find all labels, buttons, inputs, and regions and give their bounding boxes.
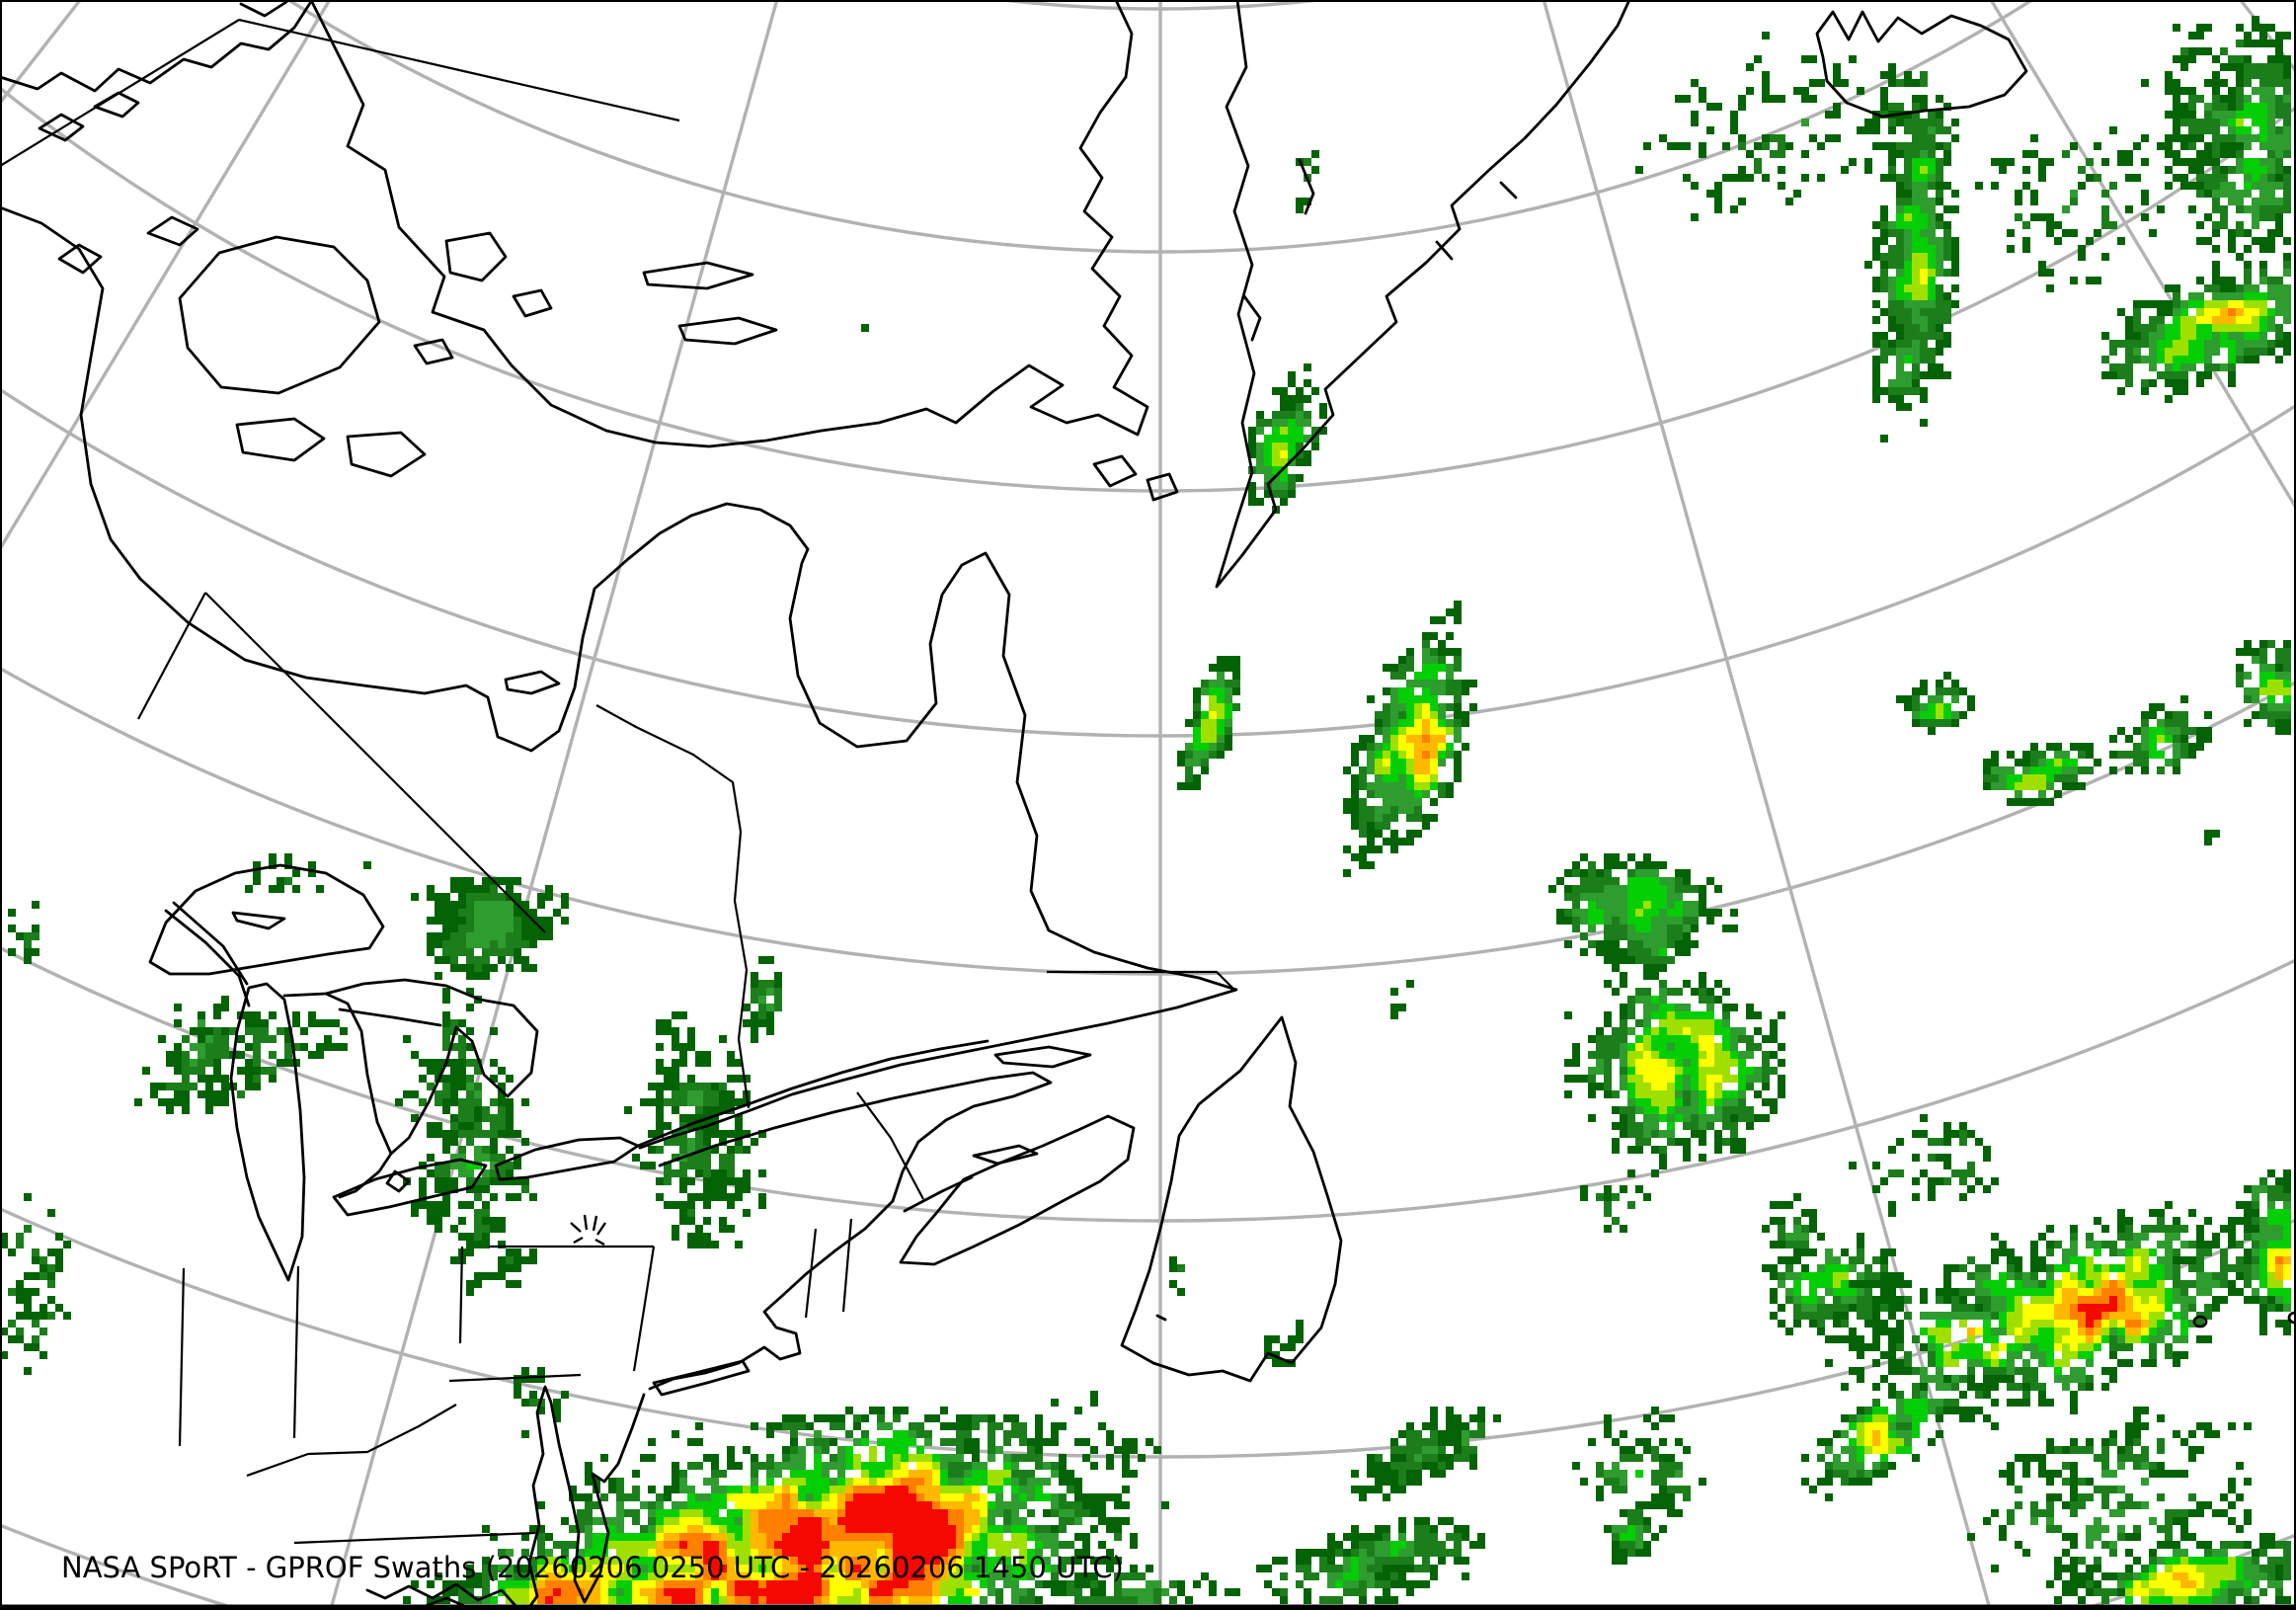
precip-cells-level-1: [8, 40, 2291, 1604]
precip-cells-level-6: [537, 308, 2291, 1604]
coastline-lake-erie: [332, 1158, 488, 1217]
coastline-azores-islets: [2192, 1311, 2296, 1328]
meridian-line: [1989, 0, 2296, 512]
coastline-st-lawrence-river: [636, 1039, 990, 1148]
coastline-maine-new-england-coast: [648, 1199, 895, 1391]
meridian-line: [0, 0, 332, 552]
latitude-arc: [0, 386, 2296, 738]
coastline-mansel-island: [346, 431, 427, 478]
coastline-lake-ontario: [494, 1136, 640, 1181]
coastline-akimiski-island: [504, 670, 561, 695]
meridian-line: [328, 0, 779, 1610]
figure-caption: NASA SPoRT - GPROF Swaths (20260206 0250…: [61, 1551, 1124, 1584]
coastline-green-bay: [164, 901, 251, 1007]
coastline-manitoulin-line: [338, 1007, 442, 1027]
latitude-arc: [0, 666, 2296, 975]
coastline-foxe-islands: [413, 231, 553, 365]
coastline-greenland-fjords: [1242, 158, 1518, 342]
border-delaware-river-border: [632, 1246, 656, 1372]
coastline-nw-mainland: [0, 0, 314, 93]
precip-cells-level-8: [545, 1296, 2117, 1604]
border-ohio-river: [246, 1404, 457, 1478]
latitude-arc: [0, 1206, 2296, 1458]
coastline-nj-delmarva-chesapeake: [525, 1385, 646, 1610]
border-il-in-border: [178, 1267, 186, 1447]
coastline-newfoundland: [1120, 1015, 1343, 1383]
meridian-line: [0, 0, 83, 106]
border-va-nc-border: [293, 1531, 536, 1545]
border-vt-nh-borders: [804, 1218, 853, 1319]
coastline-isle-royale: [231, 911, 286, 930]
coastline-hudson-bay-mainland: [0, 205, 1238, 1150]
border-layer: [0, 18, 1233, 1545]
border-maine-quebec-border: [856, 1091, 924, 1200]
coastline-lake-superior: [148, 863, 385, 976]
coastline-nw-islands: [38, 0, 288, 275]
coastline-coats-island: [235, 417, 326, 462]
precip-cells-level-7: [537, 308, 2283, 1604]
coastline-resolution-islands: [1092, 454, 1179, 502]
coastline-baffin-lakes: [642, 261, 778, 346]
border-oh-pa-border: [458, 1246, 464, 1344]
coastline-lake-st-clair: [385, 1169, 411, 1193]
border-nw-territory-wedge-a: [0, 18, 680, 167]
border-labrador-quebec-border: [1047, 970, 1233, 989]
latitude-arc: [0, 945, 2296, 1222]
border-mason-dixon-border: [448, 1373, 582, 1383]
coastline-prince-edward-island: [972, 1144, 1039, 1166]
border-nw-territory-wedge-b: [137, 592, 546, 933]
coastline-gaspe-south-shore: [658, 1071, 1053, 1203]
meridian-line: [1542, 0, 1993, 1610]
coastline-lake-michigan: [229, 982, 306, 1282]
coastline-nova-scotia: [899, 1114, 1136, 1266]
coastline-mackinac-link: [282, 992, 328, 998]
coastline-sable-island: [1155, 1314, 1167, 1322]
coastline-greenland: [1215, 0, 1631, 589]
coastline-long-island: [652, 1359, 751, 1397]
hatch-artifact: [570, 1214, 606, 1247]
coastline-anticosti-island: [993, 1045, 1092, 1069]
coastline-southampton-island: [178, 235, 381, 395]
coastline-baffin-island: [309, 0, 1149, 448]
border-in-oh-border: [292, 1265, 300, 1439]
coastline-iceland: [1815, 10, 2028, 119]
coastline-lake-huron: [324, 978, 539, 1156]
precipitation-layer: [0, 16, 2291, 1604]
border-ontario-quebec-border: [595, 704, 751, 1109]
